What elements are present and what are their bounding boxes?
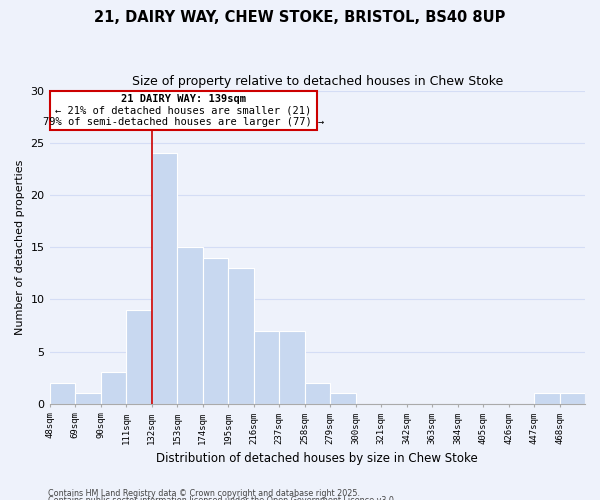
Bar (305, 383, 330, 404)
Bar (330, 394, 356, 404)
Title: Size of property relative to detached houses in Chew Stoke: Size of property relative to detached ho… (131, 75, 503, 88)
Bar (177, 247, 203, 404)
Y-axis label: Number of detached properties: Number of detached properties (15, 160, 25, 335)
Bar (560, 394, 585, 404)
Bar (126, 310, 152, 404)
Bar (75, 394, 101, 404)
Bar (203, 258, 228, 404)
Bar (152, 153, 177, 404)
Text: Contains public sector information licensed under the Open Government Licence v3: Contains public sector information licen… (48, 496, 397, 500)
Bar (534, 394, 560, 404)
Text: ← 21% of detached houses are smaller (21): ← 21% of detached houses are smaller (21… (55, 106, 311, 116)
Bar (228, 268, 254, 404)
Text: 21 DAIRY WAY: 139sqm: 21 DAIRY WAY: 139sqm (121, 94, 246, 104)
Bar (279, 330, 305, 404)
Text: Contains HM Land Registry data © Crown copyright and database right 2025.: Contains HM Land Registry data © Crown c… (48, 488, 360, 498)
Bar (254, 330, 279, 404)
Text: 21, DAIRY WAY, CHEW STOKE, BRISTOL, BS40 8UP: 21, DAIRY WAY, CHEW STOKE, BRISTOL, BS40… (94, 10, 506, 25)
Bar (50, 383, 75, 404)
Text: 79% of semi-detached houses are larger (77) →: 79% of semi-detached houses are larger (… (43, 116, 324, 126)
Bar (101, 372, 126, 404)
Bar (50, 90, 317, 130)
X-axis label: Distribution of detached houses by size in Chew Stoke: Distribution of detached houses by size … (157, 452, 478, 465)
